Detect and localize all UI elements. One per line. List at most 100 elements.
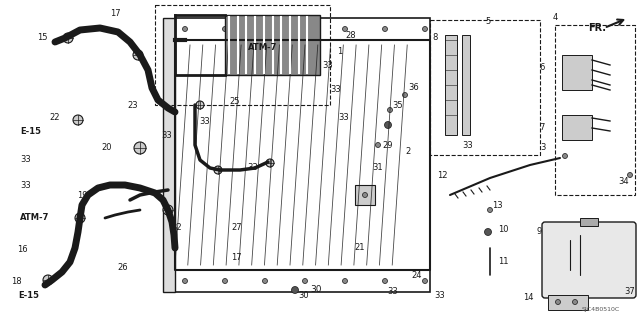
Ellipse shape: [63, 33, 73, 43]
Ellipse shape: [342, 278, 348, 284]
Text: ATM-7: ATM-7: [248, 43, 277, 53]
Text: 13: 13: [492, 201, 502, 210]
Text: 15: 15: [37, 33, 47, 42]
Text: 33: 33: [20, 181, 31, 189]
Text: E-15: E-15: [18, 291, 39, 300]
Text: 33: 33: [435, 291, 445, 300]
Bar: [430, 20, 540, 155]
Ellipse shape: [563, 153, 568, 159]
Text: 4: 4: [553, 13, 558, 23]
Text: 30: 30: [298, 291, 308, 300]
Text: 22: 22: [49, 114, 60, 122]
Ellipse shape: [262, 278, 268, 284]
Text: 33: 33: [199, 117, 210, 127]
Ellipse shape: [266, 159, 274, 167]
Ellipse shape: [303, 278, 307, 284]
Text: 12: 12: [438, 170, 448, 180]
Ellipse shape: [214, 166, 222, 174]
Text: 5: 5: [485, 18, 490, 26]
Ellipse shape: [488, 207, 493, 212]
Bar: [580, 218, 598, 226]
Ellipse shape: [303, 26, 307, 32]
FancyBboxPatch shape: [542, 222, 636, 298]
Text: 3: 3: [540, 144, 545, 152]
Ellipse shape: [182, 278, 188, 284]
Text: 33: 33: [247, 164, 258, 173]
Text: 33: 33: [338, 114, 349, 122]
Ellipse shape: [383, 26, 387, 32]
Text: 35: 35: [392, 100, 403, 109]
Bar: [155, 5, 330, 105]
Text: 16: 16: [17, 246, 28, 255]
Ellipse shape: [43, 275, 53, 285]
Ellipse shape: [196, 101, 204, 109]
Bar: [548, 295, 588, 310]
Text: 21: 21: [355, 243, 365, 253]
Bar: [163, 18, 175, 292]
Ellipse shape: [484, 228, 492, 235]
Text: 33: 33: [322, 61, 333, 70]
Bar: [225, 15, 320, 75]
Text: 17: 17: [232, 254, 242, 263]
Ellipse shape: [134, 142, 146, 154]
Text: 19: 19: [77, 190, 88, 199]
Ellipse shape: [223, 26, 227, 32]
Text: 34: 34: [618, 177, 628, 187]
Ellipse shape: [385, 122, 392, 129]
Ellipse shape: [262, 26, 268, 32]
Text: 20: 20: [102, 144, 112, 152]
Text: 6: 6: [540, 63, 545, 72]
Text: 7: 7: [540, 123, 545, 132]
Ellipse shape: [133, 50, 143, 60]
Ellipse shape: [556, 300, 561, 305]
Bar: [462, 35, 470, 135]
Text: FR.: FR.: [588, 23, 606, 33]
Text: 1: 1: [337, 48, 342, 56]
Text: 2: 2: [405, 147, 410, 157]
Text: 33: 33: [161, 130, 172, 139]
Ellipse shape: [376, 143, 381, 147]
Text: 11: 11: [498, 257, 509, 266]
Text: SJC4B0510C: SJC4B0510C: [582, 307, 620, 312]
Ellipse shape: [573, 300, 577, 305]
Ellipse shape: [383, 278, 387, 284]
Text: 29: 29: [382, 140, 392, 150]
Text: 32: 32: [172, 224, 182, 233]
Text: 17: 17: [110, 10, 120, 19]
Ellipse shape: [387, 108, 392, 113]
Text: 27: 27: [232, 224, 242, 233]
Text: 23: 23: [127, 100, 138, 109]
Text: E-15: E-15: [20, 128, 41, 137]
Ellipse shape: [422, 278, 428, 284]
Ellipse shape: [73, 115, 83, 125]
Ellipse shape: [291, 286, 298, 293]
Ellipse shape: [223, 278, 227, 284]
Text: 33: 33: [330, 85, 340, 94]
Text: 30: 30: [310, 286, 321, 294]
Text: 10: 10: [498, 226, 509, 234]
Text: 37: 37: [624, 287, 635, 296]
Ellipse shape: [403, 93, 408, 98]
Text: 18: 18: [12, 278, 22, 286]
Text: 33: 33: [20, 155, 31, 165]
Text: 8: 8: [433, 33, 438, 42]
Ellipse shape: [75, 213, 85, 223]
Bar: [555, 25, 635, 195]
Text: 24: 24: [412, 271, 422, 279]
Text: 36: 36: [408, 84, 419, 93]
Text: 31: 31: [372, 164, 383, 173]
Bar: [175, 18, 430, 40]
Text: 33: 33: [387, 287, 398, 296]
Ellipse shape: [362, 192, 367, 197]
Text: ATM-7: ATM-7: [20, 213, 49, 222]
Ellipse shape: [182, 26, 188, 32]
Bar: [175, 270, 430, 292]
Text: 9: 9: [537, 227, 542, 236]
Ellipse shape: [342, 26, 348, 32]
Ellipse shape: [627, 173, 632, 177]
Bar: [562, 115, 592, 140]
Ellipse shape: [163, 205, 173, 215]
Text: 14: 14: [524, 293, 534, 302]
Bar: [562, 55, 592, 90]
Text: 28: 28: [345, 31, 356, 40]
